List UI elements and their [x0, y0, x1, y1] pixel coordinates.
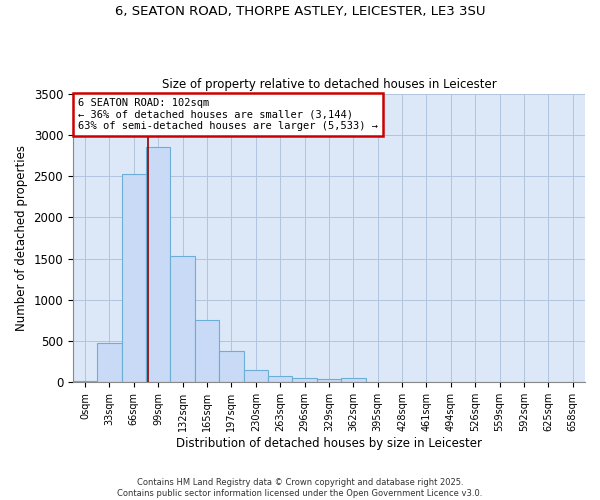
- Bar: [122, 174, 146, 382]
- Bar: [146, 147, 170, 382]
- X-axis label: Distribution of detached houses by size in Leicester: Distribution of detached houses by size …: [176, 437, 482, 450]
- Bar: [244, 370, 268, 382]
- Bar: [97, 342, 122, 382]
- Text: Contains HM Land Registry data © Crown copyright and database right 2025.
Contai: Contains HM Land Registry data © Crown c…: [118, 478, 482, 498]
- Bar: [317, 379, 341, 382]
- Title: Size of property relative to detached houses in Leicester: Size of property relative to detached ho…: [161, 78, 496, 91]
- Bar: [170, 256, 195, 382]
- Bar: [219, 351, 244, 382]
- Bar: [341, 378, 365, 382]
- Y-axis label: Number of detached properties: Number of detached properties: [15, 145, 28, 331]
- Text: 6 SEATON ROAD: 102sqm
← 36% of detached houses are smaller (3,144)
63% of semi-d: 6 SEATON ROAD: 102sqm ← 36% of detached …: [78, 98, 378, 131]
- Bar: [195, 320, 219, 382]
- Bar: [73, 380, 97, 382]
- Text: 6, SEATON ROAD, THORPE ASTLEY, LEICESTER, LE3 3SU: 6, SEATON ROAD, THORPE ASTLEY, LEICESTER…: [115, 5, 485, 18]
- Bar: [292, 378, 317, 382]
- Bar: [268, 376, 292, 382]
